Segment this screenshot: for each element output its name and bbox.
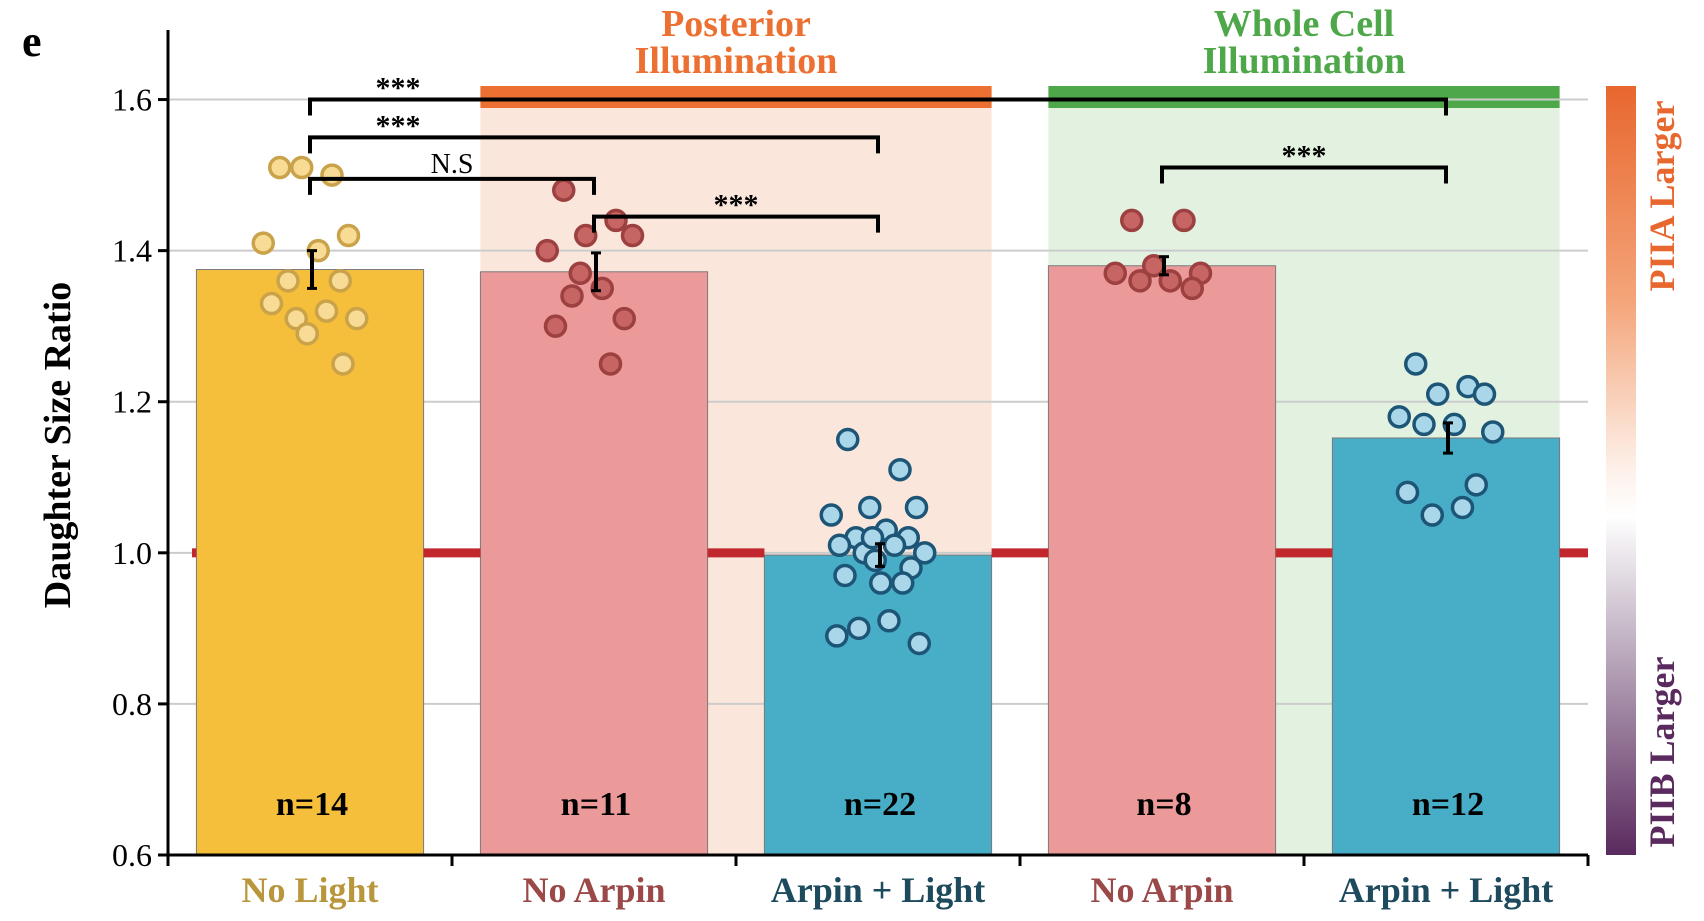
condition-label: Illumination xyxy=(1203,40,1406,82)
data-point xyxy=(888,457,912,482)
condition-header-bar xyxy=(1048,86,1560,108)
bar xyxy=(479,271,709,856)
significance-bracket xyxy=(1160,165,1448,184)
data-point xyxy=(907,631,931,656)
colorbar-top-label: PIIA Larger xyxy=(1642,100,1682,291)
data-point xyxy=(259,291,284,316)
data-point xyxy=(1472,382,1497,406)
data-point xyxy=(251,231,275,255)
condition-label: Illumination xyxy=(635,40,838,82)
data-point xyxy=(891,571,915,595)
n-label: n=22 xyxy=(844,786,916,823)
data-point xyxy=(612,306,636,331)
significance-label: *** xyxy=(1282,140,1327,173)
data-point xyxy=(295,321,319,346)
x-tick-label: Arpin + Light xyxy=(1339,870,1554,910)
data-point xyxy=(1172,208,1196,233)
x-tick-label: No Arpin xyxy=(1090,870,1233,910)
data-point xyxy=(345,306,369,331)
data-point xyxy=(560,284,584,308)
significance-bracket xyxy=(592,214,880,233)
data-point xyxy=(877,609,901,633)
data-point xyxy=(836,427,860,452)
significance-bracket xyxy=(308,97,1448,116)
y-axis-label: Daughter Size Ratio xyxy=(37,282,79,609)
data-point xyxy=(320,163,344,187)
data-point xyxy=(336,223,361,248)
data-point xyxy=(290,155,314,180)
data-point xyxy=(1420,503,1444,527)
significance-bracket xyxy=(308,176,596,195)
y-tick-label: 0.8 xyxy=(112,686,152,722)
y-tick-label: 0.6 xyxy=(112,837,152,873)
data-point xyxy=(1395,480,1420,505)
condition-label: Posterior xyxy=(661,3,811,45)
colorbar xyxy=(1606,86,1636,855)
data-point xyxy=(869,571,893,595)
data-point xyxy=(620,223,645,248)
y-tick-label: 1.4 xyxy=(112,233,152,269)
data-point xyxy=(913,541,937,565)
data-point xyxy=(904,495,929,520)
data-point xyxy=(535,238,559,263)
bar xyxy=(1047,265,1277,856)
n-label: n=11 xyxy=(561,786,631,823)
y-tick-label: 1.2 xyxy=(112,384,152,420)
significance-label: *** xyxy=(376,109,421,142)
data-point xyxy=(1103,261,1127,286)
n-label: n=14 xyxy=(276,786,348,823)
data-point xyxy=(827,533,852,558)
data-point xyxy=(825,624,849,648)
data-point xyxy=(858,495,882,520)
colorbar-bottom-label: PIIB Larger xyxy=(1642,656,1682,847)
x-tick-label: Arpin + Light xyxy=(771,870,986,910)
n-label: n=8 xyxy=(1136,786,1191,823)
data-point xyxy=(1180,276,1204,301)
data-point xyxy=(833,563,857,588)
significance-label: *** xyxy=(714,189,759,222)
data-point xyxy=(1128,269,1152,293)
data-point xyxy=(882,533,907,558)
data-point xyxy=(268,155,292,180)
data-point xyxy=(314,299,339,323)
bar xyxy=(763,554,993,856)
condition-label: Whole Cell xyxy=(1214,3,1394,45)
data-point xyxy=(1387,405,1411,429)
data-point xyxy=(568,261,592,286)
data-point xyxy=(1404,352,1428,376)
data-point xyxy=(276,269,300,293)
data-point xyxy=(598,352,623,376)
bar xyxy=(1331,437,1561,856)
data-point xyxy=(543,314,568,338)
significance-label: *** xyxy=(376,72,421,105)
panel-label: e xyxy=(22,17,42,66)
condition-header-bar xyxy=(480,86,992,108)
n-label: n=12 xyxy=(1412,786,1484,823)
data-point xyxy=(1450,495,1475,520)
data-point xyxy=(574,223,598,248)
data-point xyxy=(1481,420,1505,444)
data-point xyxy=(331,352,355,376)
data-point xyxy=(847,616,871,641)
significance-bracket xyxy=(308,135,880,154)
x-tick-label: No Arpin xyxy=(522,870,665,910)
data-point xyxy=(1426,382,1450,406)
x-tick-label: No Light xyxy=(241,870,378,910)
y-tick-label: 1.6 xyxy=(112,82,152,118)
significance-label: N.S xyxy=(431,149,474,180)
data-point xyxy=(1464,473,1488,497)
data-point xyxy=(819,503,843,527)
data-point xyxy=(604,208,628,233)
y-tick-label: 1.0 xyxy=(112,535,152,571)
data-point xyxy=(328,269,352,293)
data-point xyxy=(1412,412,1436,437)
data-point xyxy=(552,178,576,202)
data-point xyxy=(284,306,308,331)
bar xyxy=(195,269,425,856)
data-point xyxy=(1120,208,1144,233)
